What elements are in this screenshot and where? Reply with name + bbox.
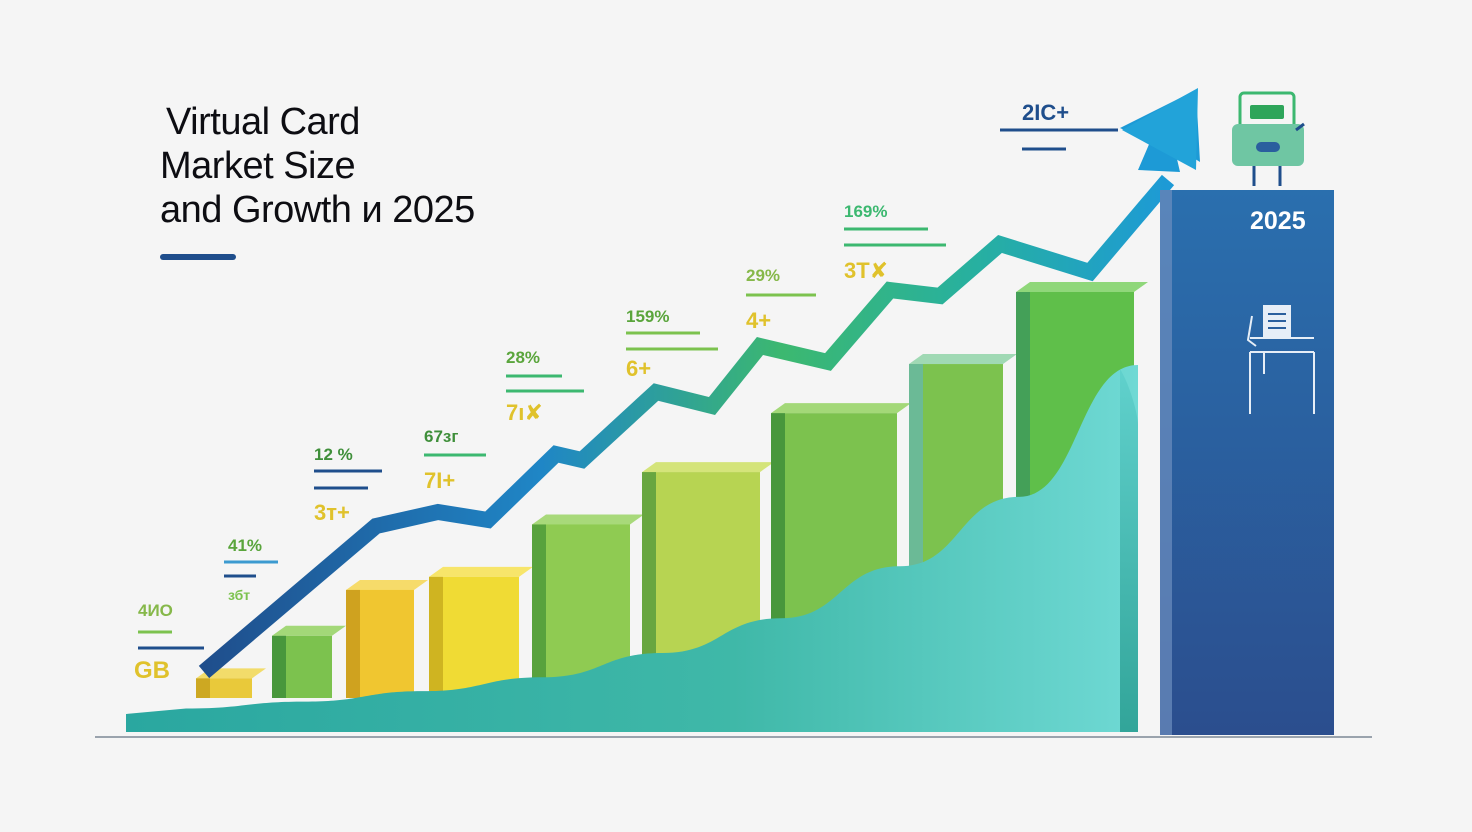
bar [429,566,533,698]
data-annotation: 12 % 3т+ [314,445,382,525]
bar-top [272,625,346,636]
value-label: GB [134,657,170,684]
value-label: 4+ [746,308,771,333]
value-label: 6+ [626,356,651,381]
arrow-label: 2IC+ [1022,100,1069,125]
bar-top [1016,282,1148,292]
bar-side [429,576,443,698]
bar [346,579,428,698]
data-annotation: 159% 6+ [626,307,718,381]
title-line-2: Market Size [160,145,356,187]
value-label: 3т+ [314,500,350,525]
bar-side [532,524,546,698]
data-annotation: 41% збт [224,536,278,603]
data-annotation: 28% 7ı✘ [506,348,584,425]
growth-area-edge [1120,369,1138,732]
column-body [1160,190,1334,735]
bar-top [909,354,1017,365]
bar-top [642,462,774,473]
payment-terminal-icon [1232,91,1305,186]
bar-top [532,514,644,525]
desk-icon [1246,305,1315,414]
data-annotation: 169% 3T✘ [844,202,946,283]
bar-top [346,579,428,590]
bar-top [771,403,911,414]
bar-top [429,566,533,577]
growth-area [126,365,1138,732]
chart-title: Virtual Card Market Size and Growth и 20… [160,100,475,232]
data-annotation: 4ИO GB [134,601,204,684]
growth-pct-label: 169% [844,202,887,221]
value-label: збт [228,587,250,603]
bar-side [272,635,286,698]
growth-pct-label: 159% [626,307,669,326]
highlight-column-2025: 2025 [1160,190,1334,735]
data-annotation: 67зг 7I+ [424,427,486,493]
bar [272,625,346,698]
bar-side [642,472,656,698]
growth-pct-label: 67зг [424,427,458,446]
column-side [1160,190,1172,735]
growth-pct-label: 29% [746,266,780,285]
trend-line [198,174,1175,679]
column-label: 2025 [1250,207,1306,235]
bar-side [196,678,210,698]
value-label: 3T✘ [844,258,888,283]
growth-pct-label: 4ИO [138,601,173,620]
title-line-1: Virtual Card [166,101,360,143]
growth-pct-label: 28% [506,348,540,367]
bar-side [346,589,360,698]
growth-pct-label: 41% [228,536,262,555]
value-label: 7ı✘ [506,400,543,425]
title-line-3: and Growth и 2025 [160,189,475,231]
bar [196,668,266,698]
growth-pct-label: 12 % [314,445,353,464]
value-label: 7I+ [424,468,455,493]
trend-arrow-tip [1122,88,1198,170]
title-underline [160,254,236,260]
data-annotation: 29% 4+ [746,266,816,333]
bar-front [429,576,519,698]
